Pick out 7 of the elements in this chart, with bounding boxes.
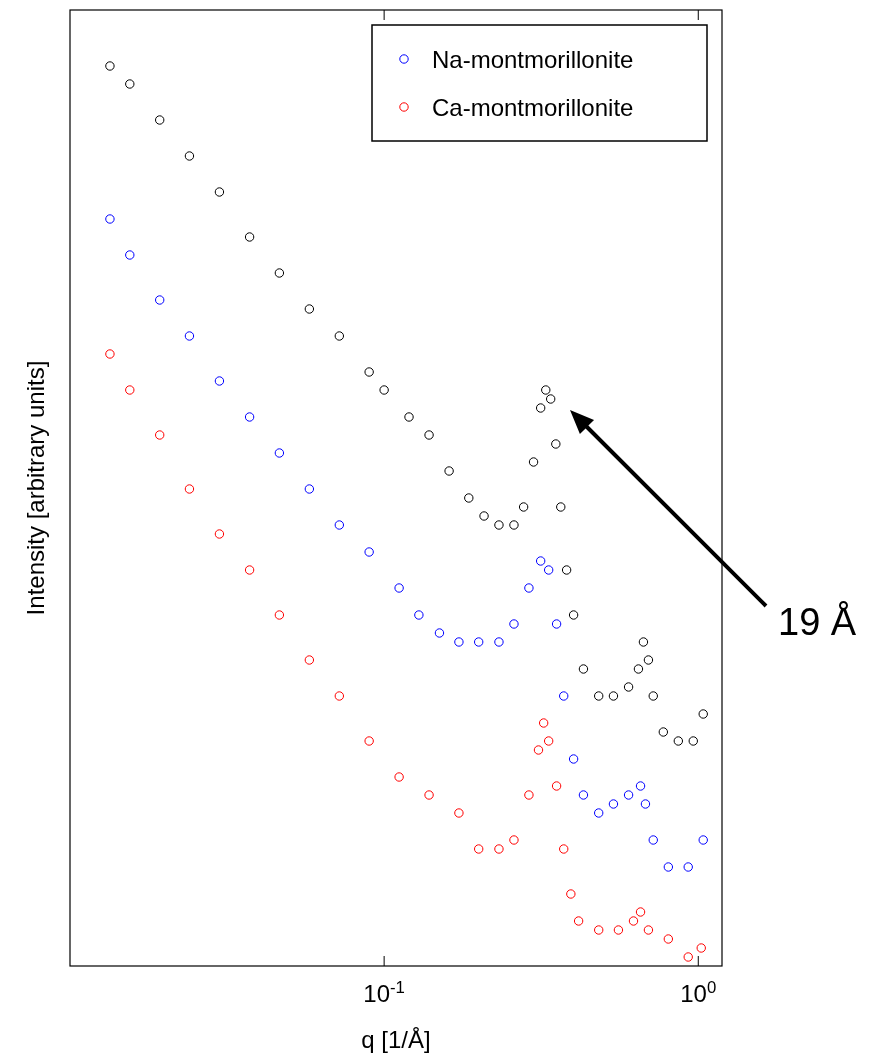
y-axis-title: Intensity [arbitrary units] — [22, 360, 49, 616]
x-tick-label: 10$^{0}$ — [680, 977, 717, 1007]
legend-label: Na-montmorillonite — [432, 46, 634, 73]
x-tick-label: 10$^{-1}$ — [363, 977, 405, 1007]
text: 19 Å — [778, 600, 857, 643]
x-axis-title: q [1/Å] — [361, 1026, 431, 1053]
legend-label: Ca-montmorillonite — [432, 94, 634, 121]
